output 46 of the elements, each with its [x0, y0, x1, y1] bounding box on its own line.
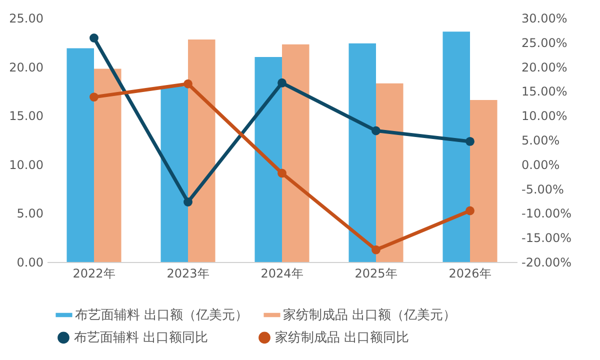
point [278, 168, 286, 178]
y2-tick-label: 20.00% [522, 60, 568, 74]
bar [94, 68, 122, 262]
bar [188, 39, 216, 262]
legend-label: 家纺制成品 出口额（亿美元） [283, 307, 456, 323]
y2-tick-label: -20.00% [522, 256, 572, 270]
y-tick-label: 25.00 [9, 12, 44, 26]
point [372, 245, 380, 254]
y2-tick-label: -15.00% [522, 231, 572, 246]
y-tick-label: 0.00 [16, 256, 44, 270]
point [466, 206, 474, 216]
y-tick-label: 20.00 [9, 60, 44, 74]
legend-label: 布艺面辅料 出口额同比 [74, 330, 208, 346]
y2-tick-label: 15.00% [522, 84, 568, 99]
legend-label: 家纺制成品 出口额同比 [275, 330, 410, 346]
x-tick-label: 2026年 [448, 266, 492, 280]
bar [160, 86, 188, 262]
x-tick-label: 2024年 [260, 266, 304, 280]
y2-tick-label: -10.00% [522, 206, 572, 221]
x-tick-label: 2022年 [72, 266, 116, 280]
y2-tick-label: 25.00% [522, 36, 568, 50]
x-tick-label: 2023年 [166, 266, 210, 280]
y-tick-label: 10.00 [9, 158, 44, 172]
bar [348, 43, 376, 262]
point [372, 126, 380, 136]
y2-tick-label: 0.00% [522, 158, 560, 172]
y-tick-label: 15.00 [9, 109, 44, 124]
point [184, 79, 192, 88]
point [90, 34, 98, 42]
point [90, 92, 98, 102]
point [278, 78, 286, 88]
y2-tick-label: 5.00% [522, 134, 560, 148]
y-tick-label: 5.00 [16, 206, 44, 221]
y2-tick-label: 10.00% [522, 109, 568, 124]
x-tick-label: 2025年 [354, 266, 398, 280]
bar [442, 32, 470, 262]
legend-label: 布艺面辅料 出口额（亿美元） [75, 307, 248, 323]
point [184, 198, 192, 206]
point [466, 137, 474, 146]
bar [282, 44, 310, 262]
bar [254, 57, 282, 262]
bar [470, 100, 498, 262]
bar [66, 48, 94, 262]
bar [376, 83, 404, 262]
y2-tick-label: 30.00% [522, 12, 568, 26]
y2-tick-label: -5.00% [522, 182, 564, 196]
